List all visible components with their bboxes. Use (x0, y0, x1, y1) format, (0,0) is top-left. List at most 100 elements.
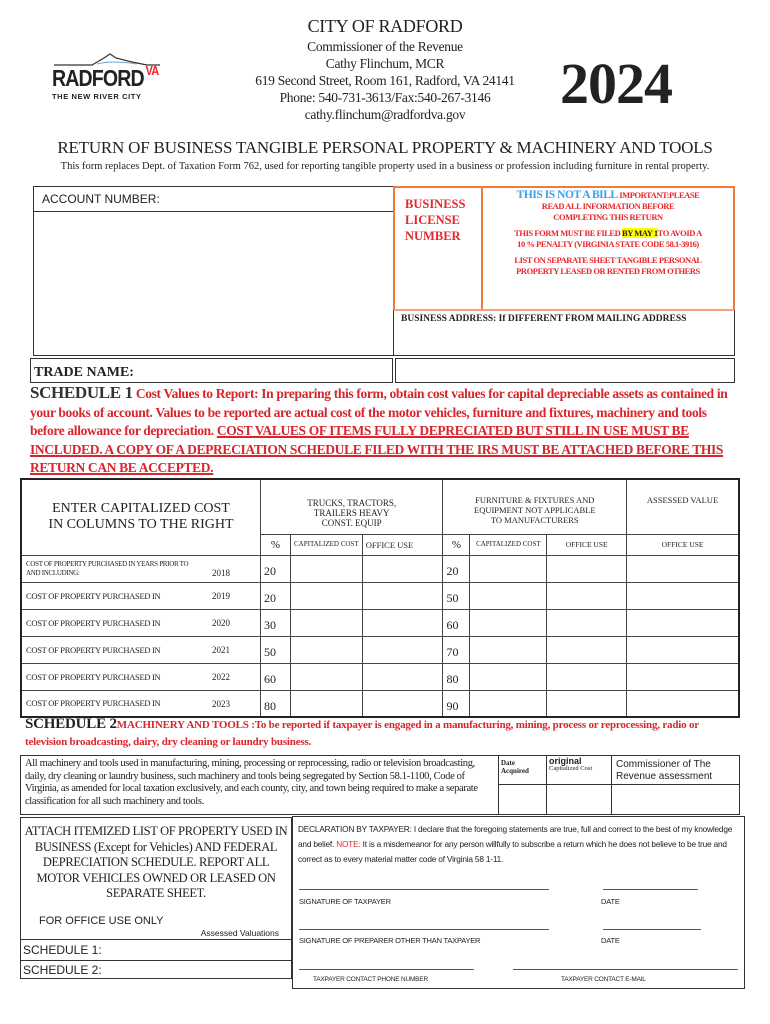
assessed-value-cell (626, 608, 740, 637)
furniture-pct: 50 (442, 581, 471, 610)
schedule2-valuation[interactable]: SCHEDULE 2: (21, 960, 291, 978)
furniture-cap-cost-input[interactable] (469, 608, 548, 637)
row-year: 2020 (212, 617, 230, 628)
row-label: COST OF PROPERTY PURCHASED IN (26, 617, 161, 628)
declaration-lead: DECLARATION BY TAXPAYER: (298, 824, 412, 834)
date-label: DATE (601, 936, 620, 945)
trucks-cap-cost-input[interactable] (289, 662, 363, 691)
furniture-cap-cost-input[interactable] (469, 581, 548, 610)
office-use-header: OFFICE USE (546, 533, 628, 556)
business-license-field[interactable]: BUSINESS LICENSE NUMBER (393, 186, 483, 311)
trucks-header: TRUCKS, TRACTORS, TRAILERS HEAVY CONST. … (259, 478, 444, 535)
assessed-value-cell (626, 635, 740, 664)
header-line: Phone: 540-731-3613/Fax:540-267-3146 (279, 90, 491, 105)
note-label: NOTE: (336, 839, 361, 849)
city-name: CITY OF RADFORD (307, 16, 463, 36)
form-subtitle: This form replaces Dept. of Taxation For… (60, 161, 710, 172)
row-year: 2021 (212, 644, 230, 655)
trucks-cap-cost-input[interactable] (289, 581, 363, 610)
furniture-cap-cost-input[interactable] (469, 662, 548, 691)
furniture-office-use (546, 608, 628, 637)
notice-text: LIST ON SEPARATE SHEET TANGIBLE PERSONAL… (514, 255, 702, 276)
table-row: COST OF PROPERTY PURCHASED IN 2023 80 90 (20, 689, 740, 718)
notice-text: IMPORTANT:PLEASE (619, 190, 700, 200)
trucks-office-use (361, 554, 444, 583)
table-row: COST OF PROPERTY PURCHASED IN 2022 60 80 (20, 662, 740, 691)
notice-box: THIS IS NOT A BILL IMPORTANT:PLEASE READ… (481, 186, 735, 311)
enter-cost-header: ENTER CAPITALIZED COST IN COLUMNS TO THE… (20, 478, 261, 556)
header-line: Commissioner of the Revenue (307, 39, 463, 54)
cap-cost-header: Capitalized Cost (549, 765, 593, 772)
sig-taxpayer-label: SIGNATURE OF TAXPAYER (299, 897, 391, 906)
trade-name-extra[interactable] (395, 358, 735, 383)
trucks-pct: 80 (259, 689, 291, 718)
schedule1-valuation[interactable]: SCHEDULE 1: (21, 939, 291, 960)
trucks-cap-cost-input[interactable] (289, 554, 363, 583)
note-text: It is a misdemeanor for any person willf… (298, 839, 727, 864)
furniture-cap-cost-input[interactable] (469, 689, 548, 718)
preparer-signature-line[interactable] (299, 929, 549, 930)
trucks-pct: 20 (259, 554, 291, 583)
row-label: COST OF PROPERTY PURCHASED IN (26, 644, 161, 655)
form-title: RETURN OF BUSINESS TANGIBLE PERSONAL PRO… (57, 138, 713, 157)
email-line[interactable] (513, 969, 738, 970)
logo-text: RADFORD (52, 65, 145, 91)
schedule2-text: MACHINERY AND TOOLS :To be reported if t… (25, 719, 699, 748)
row-label: COST OF PROPERTY PURCHASED IN (26, 671, 161, 682)
deadline-highlight: BY MAY 1 (622, 228, 658, 238)
table-row: COST OF PROPERTY PURCHASED IN YEARS PRIO… (20, 554, 740, 583)
trucks-cap-cost-input[interactable] (289, 635, 363, 664)
furniture-pct: 70 (442, 635, 471, 664)
business-address-field[interactable]: BUSINESS ADDRESS: If DIFFERENT FROM MAIL… (393, 309, 735, 356)
not-a-bill: THIS IS NOT A BILL (516, 189, 618, 201)
declaration-text: I declare that the foregoing statements … (298, 824, 733, 849)
preparer-date-line[interactable] (603, 929, 701, 930)
account-number-field[interactable]: ACCOUNT NUMBER: (33, 186, 394, 356)
mountain-icon (54, 53, 160, 66)
furniture-pct: 80 (442, 662, 471, 691)
trucks-office-use (361, 581, 444, 610)
attach-instructions: ATTACH ITEMIZED LIST OF PROPERTY USED IN… (24, 824, 288, 900)
trucks-cap-cost-input[interactable] (289, 689, 363, 718)
logo-tagline: THE NEW RIVER CITY (52, 92, 142, 101)
row-label-cell: COST OF PROPERTY PURCHASED IN 2021 (20, 635, 261, 664)
pct-header: % (259, 533, 291, 556)
header-address: CITY OF RADFORD Commissioner of the Reve… (200, 14, 570, 123)
assessed-value-cell (626, 581, 740, 610)
date-label: DATE (601, 897, 620, 906)
tax-year: 2024 (560, 51, 673, 116)
notice-text: READ ALL INFORMATION BEFORE (541, 201, 675, 211)
taxpayer-date-line[interactable] (603, 889, 698, 890)
machinery-box: All machinery and tools used in manufact… (20, 755, 740, 815)
account-label: ACCOUNT NUMBER: (34, 187, 393, 212)
office-use-header: OFFICE USE (361, 533, 444, 556)
row-label: COST OF PROPERTY PURCHASED IN (26, 590, 161, 601)
radford-logo: RADFORD VA THE NEW RIVER CITY (52, 50, 162, 106)
furniture-pct: 90 (442, 689, 471, 718)
phone-line[interactable] (299, 969, 474, 970)
notice-text: TO AVOID A (657, 228, 703, 238)
table-row: COST OF PROPERTY PURCHASED IN 2019 20 50 (20, 581, 740, 610)
row-label: COST OF PROPERTY PURCHASED IN YEARS PRIO… (26, 559, 189, 577)
row-label-cell: COST OF PROPERTY PURCHASED IN 2023 (20, 689, 261, 718)
assessed-valuations: Assessed Valuations (200, 928, 279, 938)
pct-header: % (442, 533, 471, 556)
furniture-cap-cost-input[interactable] (469, 635, 548, 664)
row-label-cell: COST OF PROPERTY PURCHASED IN 2020 (20, 608, 261, 637)
email-label: TAXPAYER CONTACT E-MAIL (561, 976, 646, 983)
trucks-pct: 20 (259, 581, 291, 610)
row-year: 2018 (212, 567, 230, 578)
furniture-header: FURNITURE & FIXTURES AND EQUIPMENT NOT A… (442, 478, 628, 535)
trade-name-field[interactable]: TRADE NAME: (30, 358, 393, 383)
trucks-cap-cost-input[interactable] (289, 608, 363, 637)
trucks-office-use (361, 689, 444, 718)
trucks-office-use (361, 635, 444, 664)
row-year: 2019 (212, 590, 230, 601)
office-use-only: FOR OFFICE USE ONLY (39, 915, 164, 927)
original-cost-field[interactable] (547, 785, 611, 813)
date-acquired-field[interactable] (499, 785, 546, 813)
notice-text: 10 % PENALTY (VIRGINIA STATE CODE 58.1-3… (517, 239, 699, 249)
furniture-cap-cost-input[interactable] (469, 554, 548, 583)
taxpayer-signature-line[interactable] (299, 889, 549, 890)
schedule2-instructions: SCHEDULE 2MACHINERY AND TOOLS :To be rep… (25, 716, 740, 751)
